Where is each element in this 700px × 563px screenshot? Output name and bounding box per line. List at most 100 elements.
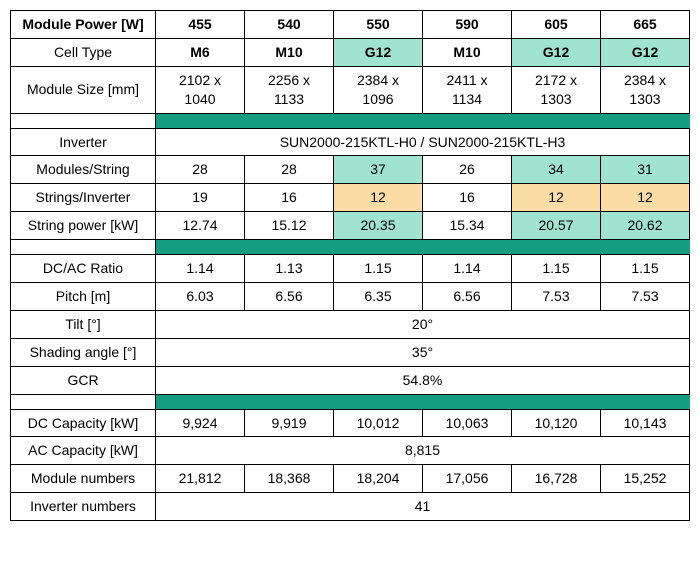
- cell-dc_cap-4: 10,120: [512, 409, 601, 437]
- cell-dcac-1: 1.13: [245, 255, 334, 283]
- cell-strings_inverter-3: 16: [423, 184, 512, 212]
- row-dcac: DC/AC Ratio1.141.131.151.141.151.15: [11, 255, 690, 283]
- cell-module_power-5: 665: [601, 11, 690, 39]
- cell-strings_inverter-1: 16: [245, 184, 334, 212]
- separator-row: [11, 113, 690, 128]
- cell-module_size-0: 2102 x1040: [156, 66, 245, 113]
- cell-dcac-2: 1.15: [334, 255, 423, 283]
- cell-dc_cap-0: 9,924: [156, 409, 245, 437]
- label-dc_cap: DC Capacity [kW]: [11, 409, 156, 437]
- cell-ac_cap: 8,815: [156, 437, 690, 465]
- cell-modules_string-2: 37: [334, 156, 423, 184]
- row-module_power: Module Power [W]455540550590605665: [11, 11, 690, 39]
- cell-strings_inverter-2: 12: [334, 184, 423, 212]
- label-tilt: Tilt [°]: [11, 310, 156, 338]
- row-inverter: InverterSUN2000-215KTL-H0 / SUN2000-215K…: [11, 128, 690, 156]
- label-inverter: Inverter: [11, 128, 156, 156]
- cell-pitch-4: 7.53: [512, 283, 601, 311]
- cell-module_power-4: 605: [512, 11, 601, 39]
- label-inverter_num: Inverter numbers: [11, 493, 156, 521]
- row-string_power: String power [kW]12.7415.1220.3515.3420.…: [11, 212, 690, 240]
- cell-string_power-3: 15.34: [423, 212, 512, 240]
- cell-modules_string-0: 28: [156, 156, 245, 184]
- cell-string_power-2: 20.35: [334, 212, 423, 240]
- cell-module_size-2: 2384 x1096: [334, 66, 423, 113]
- row-pitch: Pitch [m]6.036.566.356.567.537.53: [11, 283, 690, 311]
- cell-dc_cap-3: 10,063: [423, 409, 512, 437]
- cell-string_power-1: 15.12: [245, 212, 334, 240]
- cell-cell_type-3: M10: [423, 38, 512, 66]
- cell-modules_string-3: 26: [423, 156, 512, 184]
- cell-string_power-0: 12.74: [156, 212, 245, 240]
- cell-module_power-1: 540: [245, 11, 334, 39]
- cell-cell_type-2: G12: [334, 38, 423, 66]
- cell-pitch-1: 6.56: [245, 283, 334, 311]
- row-ac_cap: AC Capacity [kW]8,815: [11, 437, 690, 465]
- cell-module_size-4: 2172 x1303: [512, 66, 601, 113]
- cell-pitch-3: 6.56: [423, 283, 512, 311]
- cell-strings_inverter-0: 19: [156, 184, 245, 212]
- cell-dc_cap-1: 9,919: [245, 409, 334, 437]
- row-module_num: Module numbers21,81218,36818,20417,05616…: [11, 465, 690, 493]
- cell-module_size-1: 2256 x1133: [245, 66, 334, 113]
- cell-string_power-4: 20.57: [512, 212, 601, 240]
- cell-module_power-2: 550: [334, 11, 423, 39]
- cell-dcac-4: 1.15: [512, 255, 601, 283]
- cell-module_num-5: 15,252: [601, 465, 690, 493]
- cell-cell_type-5: G12: [601, 38, 690, 66]
- cell-dcac-5: 1.15: [601, 255, 690, 283]
- label-module_size: Module Size [mm]: [11, 66, 156, 113]
- label-gcr: GCR: [11, 366, 156, 394]
- label-pitch: Pitch [m]: [11, 283, 156, 311]
- label-ac_cap: AC Capacity [kW]: [11, 437, 156, 465]
- row-modules_string: Modules/String282837263431: [11, 156, 690, 184]
- cell-cell_type-1: M10: [245, 38, 334, 66]
- label-module_num: Module numbers: [11, 465, 156, 493]
- row-strings_inverter: Strings/Inverter191612161212: [11, 184, 690, 212]
- label-module_power: Module Power [W]: [11, 11, 156, 39]
- cell-module_num-0: 21,812: [156, 465, 245, 493]
- cell-pitch-2: 6.35: [334, 283, 423, 311]
- cell-inverter: SUN2000-215KTL-H0 / SUN2000-215KTL-H3: [156, 128, 690, 156]
- solar-module-table: Module Power [W]455540550590605665Cell T…: [10, 10, 690, 521]
- cell-modules_string-1: 28: [245, 156, 334, 184]
- cell-module_power-0: 455: [156, 11, 245, 39]
- cell-module_power-3: 590: [423, 11, 512, 39]
- cell-tilt: 20°: [156, 310, 690, 338]
- cell-shading: 35°: [156, 338, 690, 366]
- row-inverter_num: Inverter numbers41: [11, 493, 690, 521]
- label-modules_string: Modules/String: [11, 156, 156, 184]
- separator-row: [11, 394, 690, 409]
- label-strings_inverter: Strings/Inverter: [11, 184, 156, 212]
- cell-strings_inverter-5: 12: [601, 184, 690, 212]
- cell-gcr: 54.8%: [156, 366, 690, 394]
- cell-module_num-3: 17,056: [423, 465, 512, 493]
- cell-dcac-0: 1.14: [156, 255, 245, 283]
- cell-module_size-3: 2411 x1134: [423, 66, 512, 113]
- cell-pitch-0: 6.03: [156, 283, 245, 311]
- cell-module_num-1: 18,368: [245, 465, 334, 493]
- cell-string_power-5: 20.62: [601, 212, 690, 240]
- cell-inverter_num: 41: [156, 493, 690, 521]
- cell-module_num-2: 18,204: [334, 465, 423, 493]
- cell-cell_type-0: M6: [156, 38, 245, 66]
- cell-pitch-5: 7.53: [601, 283, 690, 311]
- cell-modules_string-4: 34: [512, 156, 601, 184]
- cell-strings_inverter-4: 12: [512, 184, 601, 212]
- label-cell_type: Cell Type: [11, 38, 156, 66]
- row-module_size: Module Size [mm]2102 x10402256 x11332384…: [11, 66, 690, 113]
- cell-dc_cap-5: 10,143: [601, 409, 690, 437]
- label-dcac: DC/AC Ratio: [11, 255, 156, 283]
- row-gcr: GCR54.8%: [11, 366, 690, 394]
- label-shading: Shading angle [°]: [11, 338, 156, 366]
- cell-cell_type-4: G12: [512, 38, 601, 66]
- separator-row: [11, 240, 690, 255]
- cell-module_num-4: 16,728: [512, 465, 601, 493]
- row-cell_type: Cell TypeM6M10G12M10G12G12: [11, 38, 690, 66]
- row-shading: Shading angle [°]35°: [11, 338, 690, 366]
- cell-dcac-3: 1.14: [423, 255, 512, 283]
- row-dc_cap: DC Capacity [kW]9,9249,91910,01210,06310…: [11, 409, 690, 437]
- cell-module_size-5: 2384 x1303: [601, 66, 690, 113]
- label-string_power: String power [kW]: [11, 212, 156, 240]
- cell-modules_string-5: 31: [601, 156, 690, 184]
